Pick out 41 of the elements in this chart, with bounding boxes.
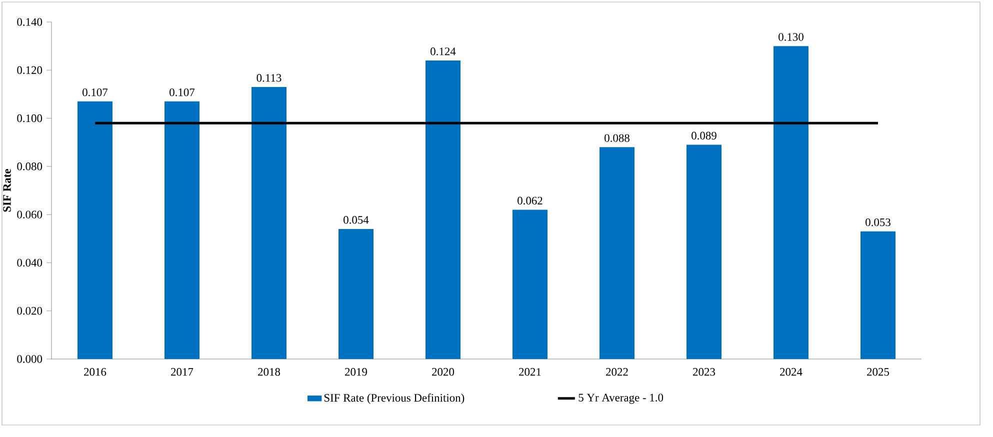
x-tick-label: 2022: [606, 368, 628, 376]
y-tick-label: 0.080: [17, 162, 42, 170]
x-tick-label: 2021: [519, 368, 541, 376]
data-label: 0.113: [256, 74, 282, 82]
bar: [774, 46, 809, 359]
data-label: 0.088: [604, 134, 630, 142]
x-tick-label: 2016: [84, 368, 106, 376]
y-tick-label: 0.000: [17, 355, 42, 363]
x-tick-label: 2018: [258, 368, 280, 376]
bar: [512, 210, 548, 359]
bar: [78, 101, 112, 359]
x-tick-label: 2019: [345, 368, 367, 376]
y-tick-label: 0.100: [17, 114, 42, 122]
bar: [252, 86, 287, 359]
y-tick-label: 0.140: [17, 18, 42, 26]
bar: [686, 144, 722, 359]
legend-label: 5 Yr Average - 1.0: [578, 394, 664, 404]
data-label: 0.089: [692, 132, 716, 140]
data-label: 0.130: [778, 33, 804, 41]
data-label: 0.054: [344, 216, 369, 224]
x-tick-label: 2025: [867, 368, 890, 376]
y-tick-label: 0.040: [17, 258, 42, 267]
data-label: 0.107: [170, 88, 195, 96]
bar: [600, 147, 635, 359]
data-label: 0.124: [430, 48, 456, 56]
y-tick-label: 0.120: [17, 66, 42, 74]
x-tick-label: 2020: [432, 368, 454, 376]
data-label: 0.062: [518, 196, 542, 205]
x-tick-label: 2023: [693, 368, 716, 376]
data-label: 0.107: [82, 88, 108, 96]
y-tick-label: 0.060: [17, 210, 42, 218]
data-label: 0.053: [866, 218, 890, 226]
bar: [426, 60, 461, 359]
bar: [860, 231, 896, 359]
y-axis-title: SIF Rate: [3, 169, 11, 212]
x-tick-label: 2024: [780, 368, 802, 376]
x-tick-label: 2017: [171, 368, 194, 376]
legend-label: SIF Rate (Previous Definition): [324, 394, 464, 404]
y-tick-label: 0.020: [17, 306, 42, 315]
bar: [164, 101, 200, 359]
bar: [338, 229, 374, 359]
